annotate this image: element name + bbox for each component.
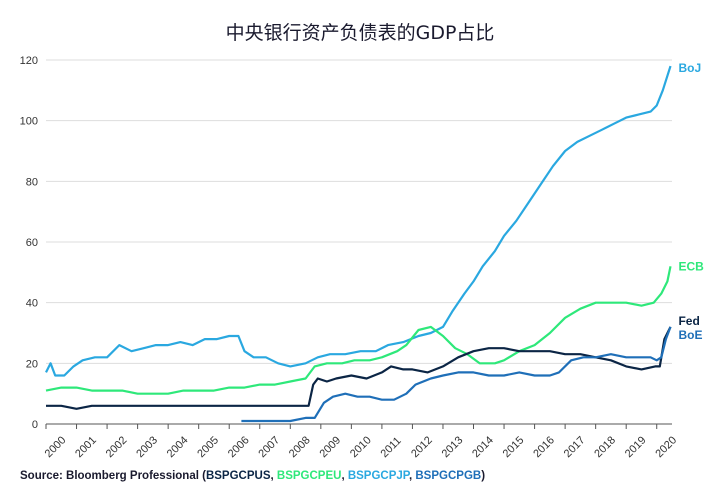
x-tick-label: 2003	[134, 434, 160, 460]
x-tick-label: 2010	[348, 434, 374, 460]
source-separator: ,	[408, 470, 416, 482]
y-tick-label: 80	[26, 176, 38, 188]
series-label-fed: Fed	[678, 314, 699, 328]
source-separator: ,	[341, 470, 348, 482]
x-tick-label: 2005	[195, 434, 221, 460]
x-tick-label: 2017	[562, 434, 588, 460]
chart-title: 中央银行资产负债表的GDP占比	[225, 22, 495, 44]
x-tick-label: 2016	[531, 434, 557, 460]
gridlines	[46, 59, 672, 425]
source-suffix: )	[481, 470, 486, 482]
x-tick-label: 2014	[470, 434, 496, 460]
x-tick-label: 2013	[440, 434, 466, 460]
x-tick-label: 2020	[653, 434, 679, 460]
y-tick-label: 100	[20, 116, 38, 128]
source-codes: BSPGCPUS, BSPGCPEU, BSPGCPJP, BSPGCPGB	[206, 470, 481, 482]
y-tick-label: 0	[32, 419, 38, 431]
source-code-bspgcpeu: BSPGCPEU	[276, 470, 342, 482]
series-label-ecb: ECB	[678, 259, 704, 273]
y-tick-label: 60	[26, 237, 38, 249]
source-code-bspgcpjp: BSPGCPJP	[347, 470, 409, 482]
x-tick-label: 2002	[104, 434, 130, 460]
x-tick-label: 2011	[379, 435, 404, 460]
source-note: Source: Bloomberg Professional (BSPGCPUS…	[20, 470, 485, 482]
y-tick-label: 40	[26, 298, 38, 310]
series-label-boj: BoJ	[678, 61, 701, 75]
x-tick-label: 2015	[501, 434, 527, 460]
x-tick-label: 2018	[592, 434, 618, 460]
y-tick-label: 120	[20, 55, 38, 67]
x-tick-label: 2019	[623, 434, 649, 460]
x-tick-label: 2012	[409, 434, 435, 460]
x-tick-label: 2000	[43, 434, 69, 460]
x-tick-label: 2001	[73, 434, 99, 460]
x-tick-label: 2006	[226, 434, 252, 460]
x-tick-label: 2008	[287, 434, 313, 460]
x-tick-label: 2004	[165, 434, 191, 460]
source-separator: ,	[270, 470, 277, 482]
series-line-ecb	[45, 266, 672, 395]
series-line-boj	[45, 65, 672, 377]
source-code-bspgcpus: BSPGCPUS	[205, 470, 271, 482]
source-code-bspgcpgb: BSPGCPGB	[415, 470, 482, 482]
series-line-boe	[241, 326, 672, 423]
series-lines	[45, 65, 672, 423]
x-tick-label: 2009	[317, 434, 343, 460]
y-tick-label: 20	[26, 358, 38, 370]
series-label-boe: BoE	[678, 328, 702, 342]
source-prefix: Source: Bloomberg Professional (	[20, 470, 206, 482]
x-tick-label: 2007	[256, 434, 282, 460]
